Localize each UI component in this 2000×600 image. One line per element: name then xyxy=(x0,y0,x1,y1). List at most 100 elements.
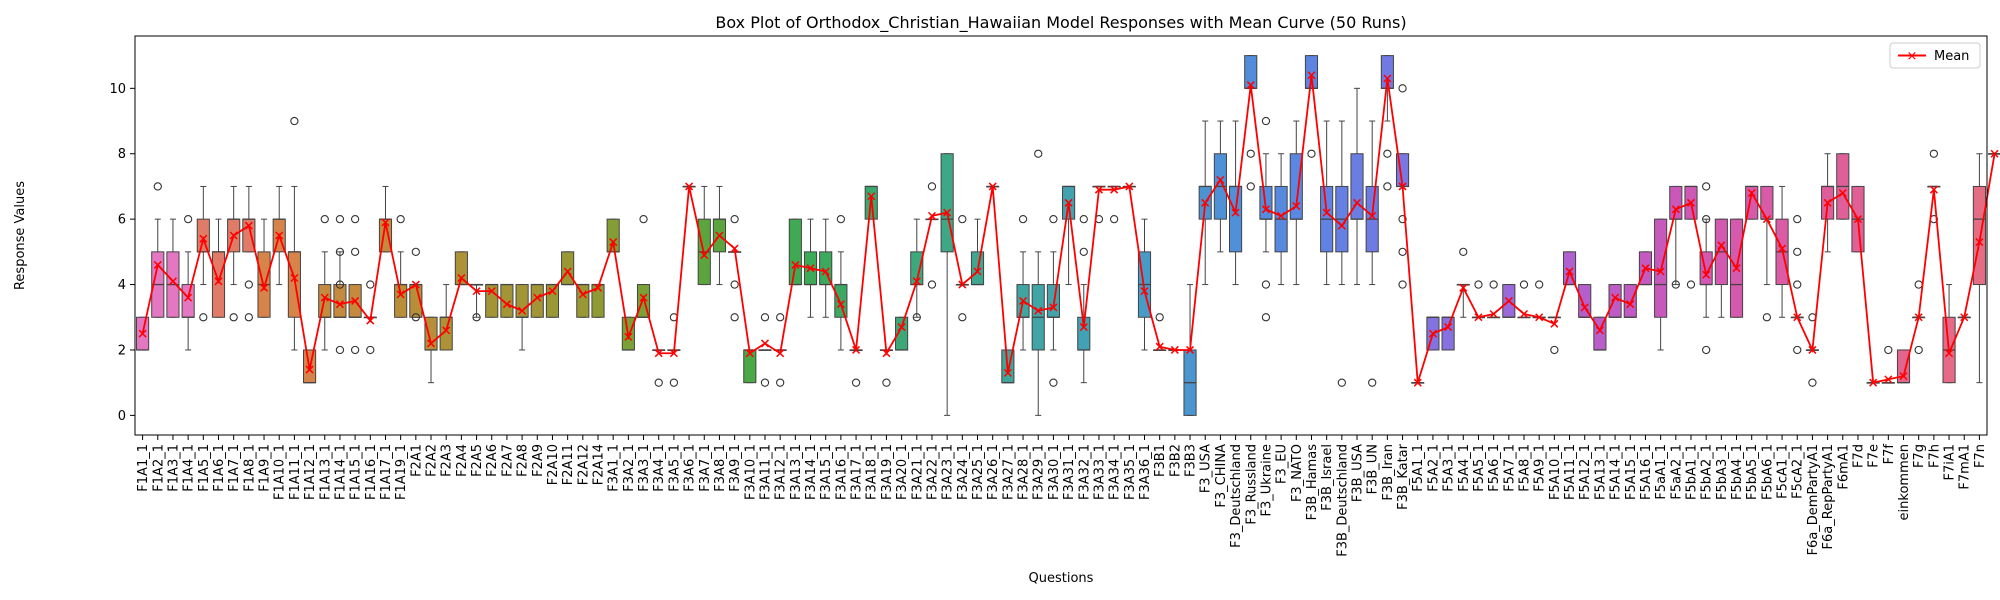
box-F3B_USA xyxy=(1350,87,1364,286)
mean-marker xyxy=(1322,208,1331,217)
x-tick-label: F3_NATO xyxy=(1290,444,1305,502)
x-tick-label: F7n xyxy=(1973,444,1988,468)
mean-marker xyxy=(685,182,694,191)
box-series xyxy=(136,55,2000,416)
x-tick-label: F5A6_1 xyxy=(1487,444,1502,492)
outlier-point xyxy=(1337,378,1346,387)
mean-marker xyxy=(1079,323,1088,332)
box-F1A8_1 xyxy=(242,185,256,322)
box-F3A19_1 xyxy=(879,349,893,387)
box-F3A17_1 xyxy=(849,349,863,387)
mean-marker xyxy=(502,300,511,309)
y-axis-title: Response Values xyxy=(13,181,28,290)
x-tick-label: F2A10 xyxy=(546,444,561,485)
box-F3A33_1 xyxy=(1092,185,1106,224)
x-tick-label: F3B2 xyxy=(1168,444,1183,477)
x-tick-label: F3A12_1 xyxy=(774,444,789,500)
x-tick-label: F3B_Deutschland xyxy=(1335,444,1350,557)
mean-marker xyxy=(852,345,861,354)
mean-marker xyxy=(1686,198,1696,207)
x-tick-label: F1A13_1 xyxy=(318,444,333,500)
box-F3A28_1 xyxy=(1016,214,1030,351)
x-tick-label: F7mA1 xyxy=(1958,444,1973,490)
box-iqr xyxy=(1304,55,1319,89)
box-F3B_Deutschland xyxy=(1335,120,1349,387)
outlier-point xyxy=(669,378,679,387)
mean-marker xyxy=(745,349,754,358)
outlier-point xyxy=(411,247,420,257)
mean-marker xyxy=(1170,345,1179,354)
box-F1A19_1 xyxy=(394,214,408,318)
mean-marker xyxy=(1110,185,1119,194)
x-tick-label: F2A12 xyxy=(576,444,591,485)
box-F5A6_1 xyxy=(1487,280,1501,319)
x-tick-label: F3_USA xyxy=(1199,444,1214,493)
x-tick-label: F2A14 xyxy=(592,444,607,485)
x-tick-label: F1A6_1 xyxy=(212,444,227,492)
box-F2A8 xyxy=(515,284,529,351)
x-tick-label: F3A24_1 xyxy=(956,444,971,500)
mean-marker xyxy=(472,287,481,296)
box-F3_EU xyxy=(1274,153,1288,286)
mean-marker xyxy=(700,251,709,260)
box-F3A4_1 xyxy=(652,349,666,387)
x-tick-label: F5bA2_1 xyxy=(1700,444,1715,500)
outlier-point xyxy=(1368,378,1377,387)
x-tick-label: F3A2_1 xyxy=(622,444,637,492)
box-F3_Deutschland xyxy=(1229,120,1243,286)
x-tick-label: F2A4 xyxy=(455,444,470,477)
mean-marker xyxy=(654,349,663,358)
box-F3A13_1 xyxy=(788,218,802,286)
mean-marker xyxy=(760,339,770,348)
outlier-point xyxy=(1884,345,1893,355)
mean-marker xyxy=(1717,241,1726,250)
box-iqr xyxy=(181,284,195,318)
mean-marker xyxy=(1292,202,1301,211)
box-F3_CHINA xyxy=(1213,120,1227,253)
y-tick-label: 0 xyxy=(118,409,126,424)
mean-marker xyxy=(563,267,572,276)
x-tick-label: F3A28_1 xyxy=(1017,444,1032,500)
box-F2A14 xyxy=(591,283,605,318)
outlier-point xyxy=(1034,149,1043,158)
x-tick-label: F3A34_1 xyxy=(1108,444,1123,500)
outlier-point xyxy=(1686,280,1696,289)
box-F3A34_1 xyxy=(1107,185,1121,224)
mean-marker xyxy=(1990,149,1999,158)
outlier-point xyxy=(836,214,846,224)
mean-marker xyxy=(1519,309,1529,319)
box-F5aA1_1 xyxy=(1654,218,1668,351)
x-tick-label: F3B_USA xyxy=(1351,444,1366,502)
outlier-point xyxy=(1049,378,1058,387)
outlier-point xyxy=(1702,345,1711,355)
x-tick-label: F5A12_1 xyxy=(1578,444,1593,500)
outlier-point xyxy=(1018,214,1028,224)
box-F3B_Israel xyxy=(1320,120,1334,286)
box-F3A21_1 xyxy=(910,218,924,322)
x-tick-label: F5A2_1 xyxy=(1426,444,1441,492)
x-tick-label: F3A11_1 xyxy=(758,444,773,500)
x-tick-label: F5A14_1 xyxy=(1609,444,1624,500)
outlier-point xyxy=(1671,280,1680,289)
box-iqr xyxy=(1046,284,1060,318)
outlier-point xyxy=(335,247,345,257)
mean-marker xyxy=(1823,198,1832,207)
box-F3B_Hamas xyxy=(1304,55,1319,158)
mean-marker xyxy=(1808,345,1817,354)
mean-marker xyxy=(138,329,147,338)
box-iqr xyxy=(834,284,848,318)
x-tick-label: F3A16_1 xyxy=(834,444,849,500)
mean-marker xyxy=(776,349,785,358)
box-F1A5_1 xyxy=(196,185,210,322)
x-tick-label: F1A19_1 xyxy=(394,444,409,500)
mean-marker xyxy=(730,244,739,253)
x-tick-label: F3_Deutschland xyxy=(1229,444,1244,548)
box-iqr xyxy=(940,153,954,253)
y-tick-label: 4 xyxy=(118,278,126,293)
x-tick-label: F1A8_1 xyxy=(242,444,257,492)
x-tick-label: F3_EU xyxy=(1275,444,1290,484)
legend: × Mean xyxy=(1889,42,1981,69)
outlier-point xyxy=(350,214,360,224)
x-tick-label: F2A7 xyxy=(500,444,515,477)
outlier-point xyxy=(1550,345,1559,355)
